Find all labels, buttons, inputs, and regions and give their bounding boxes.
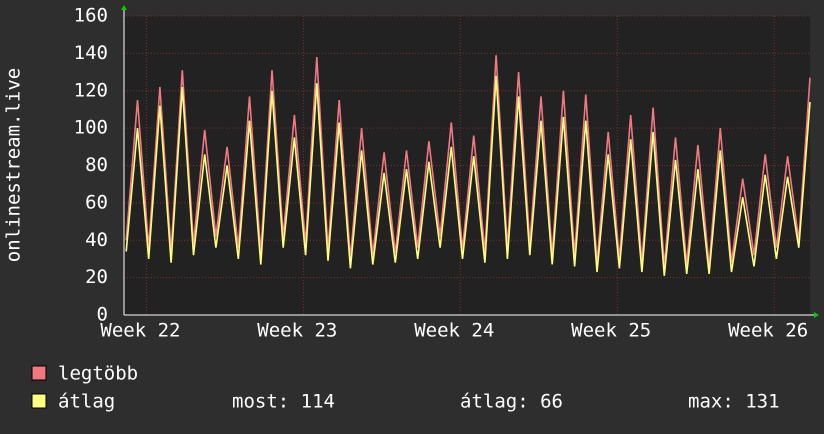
- y-tick-label: 100: [74, 117, 108, 139]
- axis-arrow: [814, 312, 819, 318]
- x-tick-label: Week 26: [728, 320, 808, 342]
- y-tick-label: 120: [74, 79, 108, 101]
- legend-stat: most: 114: [232, 391, 335, 413]
- y-tick-label: 160: [74, 5, 108, 27]
- y-tick-label: 40: [85, 229, 108, 251]
- x-tick-label: Week 25: [571, 320, 651, 342]
- series-line: [125, 55, 811, 267]
- legend-stat: átlag: 66: [460, 391, 563, 413]
- legend-label: átlag: [58, 391, 115, 413]
- y-tick-label: 60: [85, 191, 108, 213]
- legend-swatch: [31, 365, 47, 381]
- legend-stat: max: 131: [688, 391, 780, 413]
- x-tick-label: Week 23: [257, 320, 337, 342]
- y-tick-label: 140: [74, 42, 108, 64]
- y-axis-label: onlinestream.live: [3, 68, 25, 262]
- y-tick-label: 0: [97, 304, 108, 326]
- legend-label: legtöbb: [58, 363, 138, 385]
- x-tick-label: Week 22: [100, 320, 180, 342]
- y-tick-label: 20: [85, 266, 108, 288]
- series-line: [125, 75, 811, 276]
- legend-swatch: [31, 393, 47, 409]
- axis-arrow: [121, 5, 127, 10]
- x-tick-label: Week 24: [414, 320, 494, 342]
- y-tick-label: 80: [85, 154, 108, 176]
